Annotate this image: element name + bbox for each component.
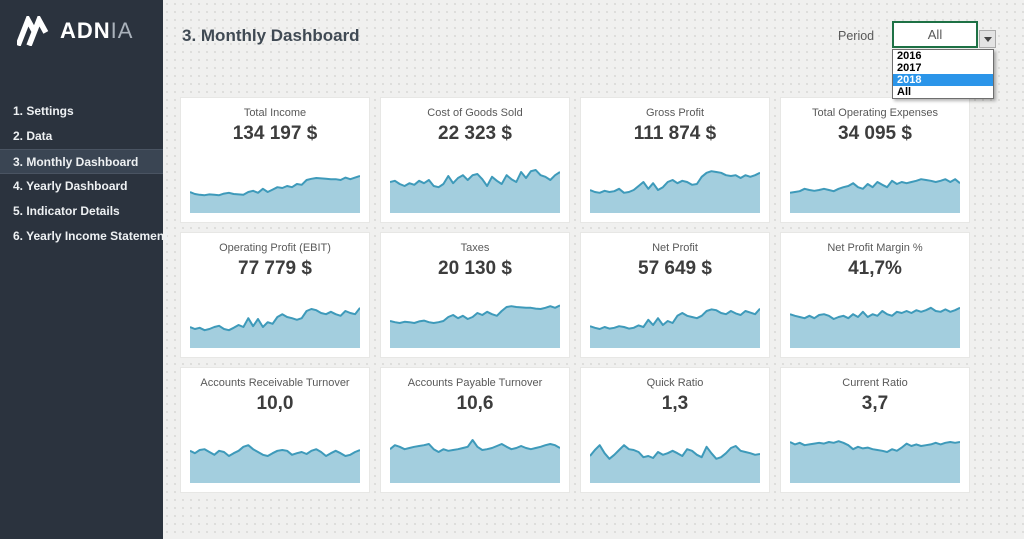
- period-label: Period: [838, 29, 875, 43]
- main-area: 3. Monthly Dashboard Period All 2016 201…: [163, 0, 1024, 539]
- kpi-card-cost-of-goods-sold: Cost of Goods Sold 22 323 $: [380, 97, 570, 223]
- kpi-title: Net Profit Margin %: [827, 242, 923, 254]
- kpi-value: 57 649 $: [638, 258, 712, 279]
- sparkline-chart: [390, 439, 560, 483]
- kpi-value: 20 130 $: [438, 258, 512, 279]
- kpi-value: 10,6: [456, 393, 494, 414]
- kpi-value: 22 323 $: [438, 123, 512, 144]
- kpi-grid: Total Income 134 197 $ Cost of Goods Sol…: [180, 97, 970, 493]
- kpi-card-quick-ratio: Quick Ratio 1,3: [580, 367, 770, 493]
- kpi-title: Total Income: [243, 107, 307, 119]
- sparkline-chart: [190, 175, 360, 213]
- kpi-title: Current Ratio: [842, 377, 908, 389]
- kpi-value: 111 874 $: [633, 123, 717, 144]
- kpi-title: Accounts Receivable Turnover: [200, 377, 350, 389]
- sidebar: ADNIA 1. Settings 2. Data 3. Monthly Das…: [0, 0, 169, 539]
- brand-name: ADNIA: [60, 18, 134, 43]
- kpi-card-net-profit-margin: Net Profit Margin % 41,7%: [780, 232, 970, 358]
- period-option-all[interactable]: All: [897, 86, 912, 98]
- kpi-value: 3,7: [861, 393, 889, 414]
- sparkline-chart: [390, 169, 560, 213]
- kpi-value: 1,3: [661, 393, 689, 414]
- sparkline-chart: [190, 444, 360, 483]
- kpi-card-total-income: Total Income 134 197 $: [180, 97, 370, 223]
- kpi-title: Net Profit: [652, 242, 698, 254]
- chevron-down-icon: [983, 36, 992, 42]
- sparkline-chart: [590, 444, 760, 483]
- sidebar-item-yearly-dashboard[interactable]: 4. Yearly Dashboard: [13, 179, 128, 193]
- period-selected-value: All: [927, 27, 943, 42]
- sidebar-item-monthly-dashboard[interactable]: 3. Monthly Dashboard: [0, 149, 163, 174]
- sparkline-chart: [590, 307, 760, 348]
- sidebar-item-settings[interactable]: 1. Settings: [13, 104, 74, 118]
- kpi-card-accounts-receivable-turnover: Accounts Receivable Turnover 10,0: [180, 367, 370, 493]
- kpi-title: Gross Profit: [645, 107, 705, 119]
- kpi-value: 34 095 $: [838, 123, 912, 144]
- period-option-2016[interactable]: 2016: [897, 50, 922, 62]
- sparkline-chart: [190, 307, 360, 348]
- kpi-card-operating-profit-ebit: Operating Profit (EBIT) 77 779 $: [180, 232, 370, 358]
- kpi-card-total-operating-expenses: Total Operating Expenses 34 095 $: [780, 97, 970, 223]
- kpi-title: Taxes: [460, 242, 490, 254]
- sparkline-chart: [390, 304, 560, 348]
- period-option-2018[interactable]: 2018: [893, 74, 993, 86]
- kpi-title: Total Operating Expenses: [812, 107, 938, 119]
- period-dropdown-list: 2016 2017 2018 All: [892, 49, 994, 99]
- kpi-card-current-ratio: Current Ratio 3,7: [780, 367, 970, 493]
- kpi-value: 77 779 $: [238, 258, 312, 279]
- sidebar-item-yearly-income-statement[interactable]: 6. Yearly Income Statement: [13, 229, 169, 243]
- sparkline-chart: [790, 440, 960, 483]
- page-title: 3. Monthly Dashboard: [182, 26, 360, 45]
- kpi-card-taxes: Taxes 20 130 $: [380, 232, 570, 358]
- period-select-cell[interactable]: All: [892, 21, 978, 48]
- brand-logo: ADNIA: [0, 0, 163, 46]
- sparkline-chart: [590, 170, 760, 213]
- adnia-logo-icon: [17, 16, 49, 46]
- kpi-card-net-profit: Net Profit 57 649 $: [580, 232, 770, 358]
- sidebar-item-data[interactable]: 2. Data: [13, 129, 53, 143]
- period-dropdown-button[interactable]: [979, 30, 996, 48]
- kpi-card-accounts-payable-turnover: Accounts Payable Turnover 10,6: [380, 367, 570, 493]
- sparkline-chart: [790, 178, 960, 213]
- kpi-card-gross-profit: Gross Profit 111 874 $: [580, 97, 770, 223]
- kpi-title: Quick Ratio: [646, 377, 704, 389]
- sidebar-item-indicator-details[interactable]: 5. Indicator Details: [13, 204, 120, 218]
- sparkline-chart: [790, 306, 960, 348]
- kpi-value: 10,0: [256, 393, 294, 414]
- kpi-title: Cost of Goods Sold: [427, 107, 523, 119]
- period-option-2017[interactable]: 2017: [897, 62, 922, 74]
- kpi-value: 41,7%: [848, 258, 902, 279]
- kpi-value: 134 197 $: [232, 123, 318, 144]
- sidebar-nav: 1. Settings 2. Data 3. Monthly Dashboard…: [0, 99, 169, 249]
- kpi-title: Operating Profit (EBIT): [219, 242, 331, 254]
- kpi-title: Accounts Payable Turnover: [407, 377, 543, 389]
